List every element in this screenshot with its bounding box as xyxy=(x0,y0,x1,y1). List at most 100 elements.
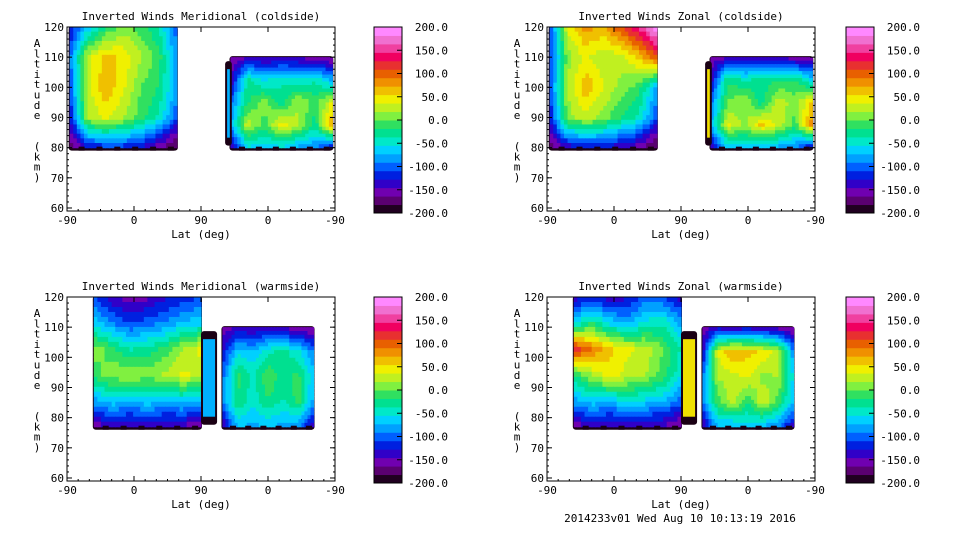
wind-cell xyxy=(603,78,608,84)
wind-cell xyxy=(318,116,323,121)
wind-cell xyxy=(268,388,272,393)
wind-cell xyxy=(592,105,597,112)
wind-cell xyxy=(585,119,590,126)
wind-cell xyxy=(617,133,622,139)
wind-cell xyxy=(246,338,251,344)
wind-cell xyxy=(734,98,739,104)
wind-cell xyxy=(144,138,149,144)
wind-cell xyxy=(271,64,276,69)
wind-cell xyxy=(159,45,164,51)
wind-cell xyxy=(289,392,293,397)
wind-cell xyxy=(713,78,718,83)
wind-cell xyxy=(307,384,312,390)
wind-cell xyxy=(556,45,561,51)
wind-cell xyxy=(301,342,306,347)
wind-cell xyxy=(73,129,78,135)
wind-cell xyxy=(140,401,145,408)
wind-cell xyxy=(69,105,74,112)
wind-cell xyxy=(168,326,174,333)
wind-cell xyxy=(143,366,148,373)
wind-cell xyxy=(628,143,633,149)
wind-cell xyxy=(754,140,759,145)
colorbar-swatch xyxy=(374,86,402,96)
wind-cell xyxy=(116,138,121,144)
wind-cell xyxy=(148,50,153,56)
wind-cell xyxy=(173,105,178,112)
wind-cell xyxy=(133,316,138,323)
wind-cell xyxy=(125,346,131,353)
wind-cell xyxy=(308,126,313,131)
wind-cell xyxy=(710,102,715,107)
wind-cell xyxy=(255,384,260,390)
wind-cell xyxy=(578,31,583,37)
wind-cell xyxy=(144,78,149,84)
wind-cell xyxy=(148,110,153,116)
wind-cell xyxy=(134,110,139,116)
wind-cell xyxy=(311,98,316,104)
wind-cell xyxy=(264,396,269,401)
wind-cell xyxy=(91,59,96,65)
colorbar-tick-label: 200.0 xyxy=(415,21,448,34)
wind-cell xyxy=(588,124,594,130)
wind-cell xyxy=(289,407,293,412)
wind-cell xyxy=(230,130,235,135)
wind-cell xyxy=(111,321,116,328)
wind-cell xyxy=(614,91,619,98)
wind-cell xyxy=(222,411,227,416)
wind-cell xyxy=(301,407,306,412)
wind-cell xyxy=(805,119,810,124)
wind-cell xyxy=(774,126,779,131)
wind-cell xyxy=(771,105,776,110)
wind-cell xyxy=(315,64,320,69)
wind-cell xyxy=(592,96,597,102)
wind-cell xyxy=(116,27,121,33)
wind-cell xyxy=(129,336,134,343)
wind-cell xyxy=(234,376,239,382)
wind-cell xyxy=(713,64,718,69)
wind-cell xyxy=(271,369,275,374)
wind-cell xyxy=(261,109,266,114)
wind-cell xyxy=(240,350,245,355)
wind-cell xyxy=(231,342,236,347)
wind-cell xyxy=(761,95,766,100)
wind-cell xyxy=(298,137,303,142)
wind-cell xyxy=(713,71,718,76)
wind-cell xyxy=(741,64,746,69)
wind-cell xyxy=(274,369,278,374)
wind-cell xyxy=(268,346,272,351)
wind-cell xyxy=(111,376,116,383)
wind-cell xyxy=(781,98,786,104)
wind-cell xyxy=(764,126,769,131)
wind-cell xyxy=(808,60,813,65)
wind-cell xyxy=(288,71,293,76)
wind-cell xyxy=(246,369,251,374)
wind-cell xyxy=(143,331,148,338)
wind-cell xyxy=(161,391,166,398)
wind-cell xyxy=(294,109,299,114)
wind-cell xyxy=(560,101,565,107)
wind-cell xyxy=(97,341,102,348)
wind-cell xyxy=(710,105,715,110)
wind-cell xyxy=(108,336,113,343)
wind-cell xyxy=(621,143,626,149)
wind-cell xyxy=(560,31,565,37)
wind-cell xyxy=(108,371,113,378)
wind-cell xyxy=(781,102,786,107)
wind-cell xyxy=(798,85,803,90)
wind-cell xyxy=(646,64,651,70)
wind-cell xyxy=(305,74,310,79)
wind-cell xyxy=(228,399,233,405)
wind-cell xyxy=(100,371,106,378)
wind-cell xyxy=(116,59,121,65)
wind-cell xyxy=(190,401,195,408)
wind-cell xyxy=(730,88,735,93)
wind-cell xyxy=(137,91,142,98)
wind-cell xyxy=(254,116,259,121)
wind-cell xyxy=(744,119,749,124)
wind-cell xyxy=(639,68,644,75)
wind-cell xyxy=(305,133,310,138)
wind-cell xyxy=(574,105,579,112)
wind-cell xyxy=(159,54,164,61)
wind-cell xyxy=(175,361,181,368)
wind-cell xyxy=(254,71,259,76)
